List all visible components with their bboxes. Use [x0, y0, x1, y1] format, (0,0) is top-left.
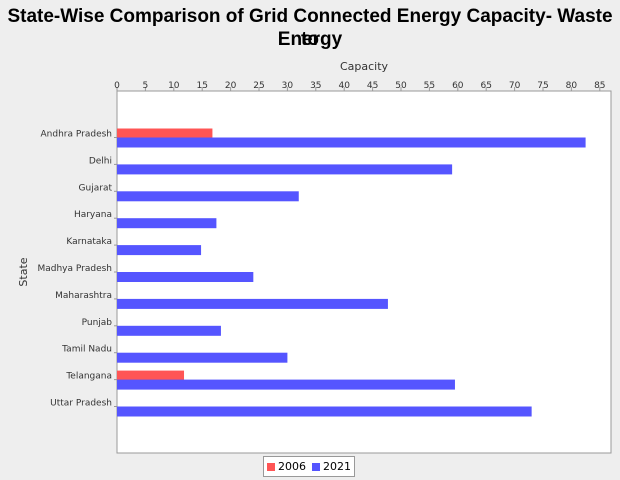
y-tick-label: Telangana — [65, 372, 112, 382]
x-tick-label: 40 — [338, 81, 350, 91]
x-tick-label: 10 — [168, 81, 180, 91]
x-tick-label: 35 — [310, 81, 321, 91]
x-tick-label: 5 — [143, 81, 149, 91]
y-tick-label: Tamil Nadu — [61, 345, 112, 355]
y-axis-label: State — [17, 257, 30, 286]
bar-2021-maharashtra — [117, 298, 388, 309]
bar-2021-gujarat — [117, 191, 299, 202]
bar-2021-haryana — [117, 218, 217, 229]
legend: 2006 2021 — [263, 456, 355, 477]
x-tick-label: 65 — [480, 81, 491, 91]
x-tick-label: 60 — [452, 81, 464, 91]
y-tick-label: Gujarat — [79, 183, 113, 193]
x-tick-label: 80 — [566, 81, 578, 91]
legend-item-2021: 2021 — [312, 460, 351, 473]
chart-title-line-2: Energy — [277, 29, 343, 50]
chart-title-line-1: State-Wise Comparison of Grid Connected … — [7, 6, 613, 50]
x-tick-label: 25 — [253, 81, 264, 91]
legend-label-2021: 2021 — [323, 460, 351, 473]
y-axis: Andhra Pradesh Delhi Gujarat Haryana Karnata… — [37, 130, 117, 409]
legend-swatch-2021 — [312, 462, 320, 471]
x-tick-label: 70 — [509, 81, 521, 91]
bar-2021-andhra-pradesh — [117, 137, 586, 148]
y-tick-label: Karnataka — [66, 237, 112, 247]
legend-swatch-2006 — [267, 462, 275, 471]
x-tick-label: 85 — [594, 81, 605, 91]
x-axis-label: Capacity — [340, 60, 389, 73]
bar-2021-delhi — [117, 164, 453, 175]
y-tick-label: Maharashtra — [55, 291, 112, 301]
x-tick-label: 75 — [537, 81, 548, 91]
y-tick-label: Punjab — [82, 318, 113, 328]
y-tick-label: Andhra Pradesh — [41, 130, 112, 140]
x-tick-label: 0 — [114, 81, 120, 91]
x-tick-label: 55 — [424, 81, 435, 91]
bar-2006-telangana — [117, 370, 185, 381]
bar-2021-telangana — [117, 379, 455, 390]
x-tick-label: 15 — [196, 81, 207, 91]
x-axis: 0 5 10 15 20 25 30 35 40 45 50 55 60 65 70 75 80 85 — [114, 81, 611, 92]
y-tick-label: Haryana — [74, 210, 112, 220]
y-tick-label: Delhi — [89, 156, 112, 166]
y-tick-label: Uttar Pradesh — [50, 399, 112, 409]
y-tick-label: Madhya Pradesh — [37, 264, 112, 274]
bar-2021-uttar-pradesh — [117, 406, 532, 417]
bar-2021-tamil-nadu — [117, 352, 288, 363]
bar-2021-punjab — [117, 325, 221, 336]
bar-2021-karnataka — [117, 245, 202, 256]
x-tick-label: 50 — [395, 81, 407, 91]
legend-item-2006: 2006 — [267, 460, 306, 473]
x-tick-label: 20 — [225, 81, 237, 91]
legend-label-2006: 2006 — [278, 460, 306, 473]
x-tick-label: 30 — [282, 81, 294, 91]
bar-2006-andhra-pradesh — [117, 128, 213, 139]
x-tick-label: 45 — [367, 81, 378, 91]
bar-2021-madhya-pradesh — [117, 272, 254, 282]
bars — [117, 128, 586, 417]
